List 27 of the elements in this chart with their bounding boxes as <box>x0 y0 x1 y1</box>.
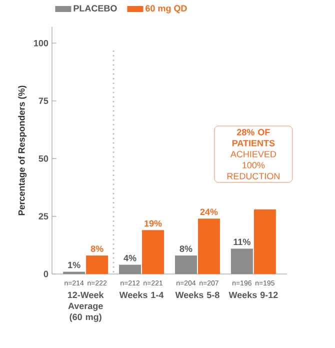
x-tick-label: Weeks 5-8 <box>175 292 220 298</box>
y-axis-title: Percentage of Responders (%) <box>18 86 27 216</box>
bar <box>230 248 253 274</box>
bar <box>254 209 276 274</box>
bar <box>174 256 197 274</box>
bar <box>86 256 108 274</box>
bar <box>119 264 142 274</box>
data-label: 19% <box>144 220 162 227</box>
legend-label: PLACEBO <box>74 5 117 12</box>
x-tick-label: Weeks 1-4 <box>119 292 164 298</box>
y-tick-label: 50 <box>38 155 48 162</box>
data-label: 8% <box>90 246 104 252</box>
data-label: 4% <box>124 254 136 262</box>
data-label: 24% <box>200 208 218 216</box>
data-label: 8% <box>180 246 192 252</box>
y-tick-label: 75 <box>38 98 48 104</box>
x-tick-label: 12-Week Average (60 mg) <box>68 292 104 322</box>
data-label: 1% <box>68 262 80 268</box>
annotation: 28% OF PATIENTS ACHIEVED 100% REDUCTION <box>227 128 280 180</box>
y-tick-label: 100 <box>34 40 48 46</box>
legend-label: 60 mg QD <box>146 5 187 14</box>
bar <box>198 218 220 274</box>
x-tick-label: Weeks 9-12 <box>228 292 278 298</box>
y-tick-label: 0 <box>44 270 48 278</box>
data-label: 11% <box>234 238 250 246</box>
y-tick-label: 25 <box>38 213 48 220</box>
bar <box>142 230 164 274</box>
